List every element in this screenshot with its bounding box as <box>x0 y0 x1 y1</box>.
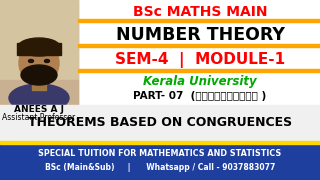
Bar <box>78 44 320 47</box>
Bar <box>0 142 320 180</box>
Bar <box>32 76 46 90</box>
Bar <box>0 80 78 105</box>
Bar <box>0 141 320 144</box>
Text: THEOREMS BASED ON CONGRUENCES: THEOREMS BASED ON CONGRUENCES <box>28 116 292 129</box>
Text: BSc (Main&Sub)     |      Whatsapp / Call - 9037883077: BSc (Main&Sub) | Whatsapp / Call - 90378… <box>45 163 275 172</box>
Bar <box>0 0 78 105</box>
Bar <box>78 19 320 22</box>
Bar <box>0 0 78 80</box>
Text: Assistant Professor: Assistant Professor <box>2 114 76 123</box>
Ellipse shape <box>28 60 34 62</box>
Text: SPECIAL TUITION FOR MATHEMATICS AND STATISTICS: SPECIAL TUITION FOR MATHEMATICS AND STAT… <box>38 150 282 159</box>
Bar <box>17 43 61 55</box>
Bar <box>78 69 320 72</box>
Text: PART- 07  (മലയാളത്തിൽ ): PART- 07 (മലയാളത്തിൽ ) <box>133 91 267 101</box>
Text: SEM-4  |  MODULE-1: SEM-4 | MODULE-1 <box>115 52 285 68</box>
Ellipse shape <box>21 65 57 85</box>
Text: NUMBER THEORY: NUMBER THEORY <box>116 26 284 44</box>
Ellipse shape <box>44 60 50 62</box>
Text: ANEES A J: ANEES A J <box>14 105 64 114</box>
Text: Kerala University: Kerala University <box>143 75 257 89</box>
Ellipse shape <box>9 84 69 112</box>
Ellipse shape <box>19 42 59 84</box>
Bar <box>0 105 320 142</box>
Text: BSc MATHS MAIN: BSc MATHS MAIN <box>133 5 267 19</box>
Ellipse shape <box>18 38 60 56</box>
